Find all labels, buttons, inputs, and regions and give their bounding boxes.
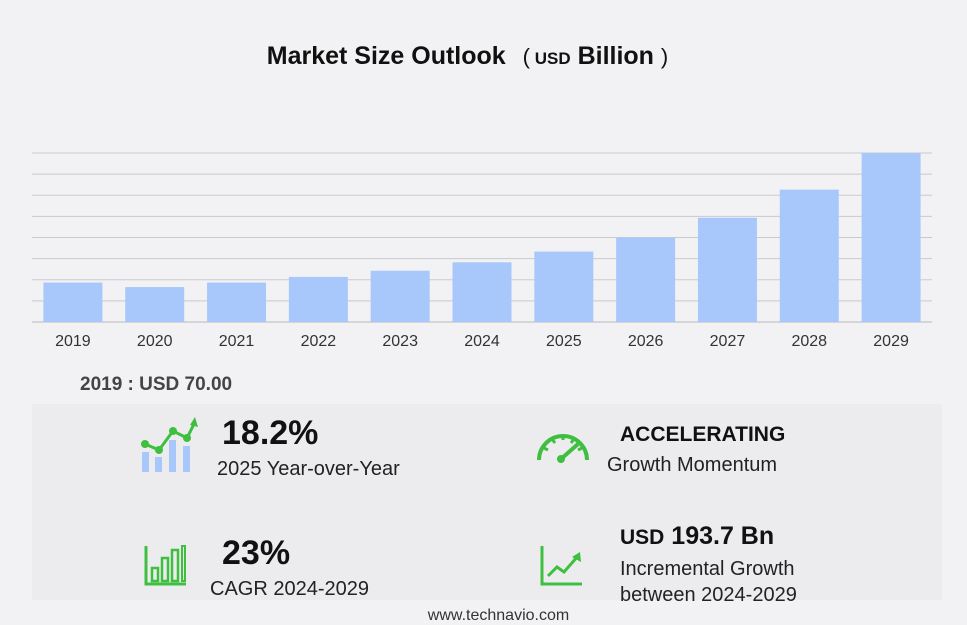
x-tick-label-2025: 2025 bbox=[546, 333, 582, 350]
bar-2025 bbox=[534, 251, 594, 322]
incremental-currency: USD bbox=[620, 526, 665, 549]
cagr-label: CAGR 2024-2029 bbox=[210, 578, 369, 600]
bar-2020 bbox=[125, 287, 185, 322]
incremental-label-line1: Incremental Growth bbox=[620, 558, 795, 580]
chart-title-close-paren: ) bbox=[660, 44, 669, 69]
bar-2023 bbox=[370, 270, 430, 322]
chart-title-unit-big: Billion bbox=[577, 42, 654, 70]
incremental-amount: 193.7 Bn bbox=[671, 522, 775, 550]
chart-bars bbox=[43, 153, 921, 322]
bar-2026 bbox=[616, 237, 676, 322]
x-tick-label-2027: 2027 bbox=[710, 333, 746, 350]
bar-2028 bbox=[779, 189, 839, 322]
bar-2019 bbox=[43, 282, 103, 322]
cagr-value: 23% bbox=[222, 534, 291, 572]
bar-chart-frame-icon bbox=[144, 545, 186, 586]
x-tick-label-2022: 2022 bbox=[301, 333, 337, 350]
chart-title: Market Size Outlook ( USD Billion ) bbox=[0, 42, 935, 71]
bar-2024 bbox=[452, 262, 512, 322]
base-year-value: 2019 : USD 70.00 bbox=[80, 374, 233, 395]
momentum-value: ACCELERATING bbox=[620, 423, 786, 446]
incremental-value: USD 193.7 Bn bbox=[620, 522, 774, 551]
x-tick-label-2019: 2019 bbox=[55, 333, 91, 350]
x-tick-label-2020: 2020 bbox=[137, 333, 173, 350]
growth-bar-chart-icon bbox=[141, 417, 198, 472]
chart-title-main: Market Size Outlook bbox=[266, 42, 506, 70]
bar-2027 bbox=[697, 217, 757, 322]
bar-2022 bbox=[288, 276, 348, 322]
chart-x-labels: 2019 2020 2021 2022 2023 2024 2025 2026 2027 2028… bbox=[55, 333, 909, 350]
x-tick-label-2021: 2021 bbox=[219, 333, 255, 350]
chart-title-unit-small: USD bbox=[534, 49, 571, 68]
source-footer: www.technavio.com bbox=[427, 607, 570, 624]
chart-title-open-paren: ( USD bbox=[522, 44, 571, 69]
yoy-label: 2025 Year-over-Year bbox=[217, 458, 400, 480]
yoy-value: 18.2% bbox=[222, 414, 319, 452]
trend-line-chart-icon bbox=[540, 546, 582, 586]
x-tick-label-2028: 2028 bbox=[791, 333, 827, 350]
bar-chart: 2019 2020 2021 2022 2023 2024 2025 2026 2027 2028… bbox=[32, 152, 932, 350]
momentum-label: Growth Momentum bbox=[607, 454, 778, 476]
speedometer-icon bbox=[537, 434, 589, 463]
x-tick-label-2029: 2029 bbox=[873, 333, 909, 350]
bar-2021 bbox=[207, 282, 267, 322]
bar-2029 bbox=[861, 153, 921, 322]
incremental-label-line2: between 2024-2029 bbox=[620, 584, 797, 606]
x-tick-label-2024: 2024 bbox=[464, 333, 500, 350]
x-tick-label-2023: 2023 bbox=[382, 333, 418, 350]
x-tick-label-2026: 2026 bbox=[628, 333, 664, 350]
